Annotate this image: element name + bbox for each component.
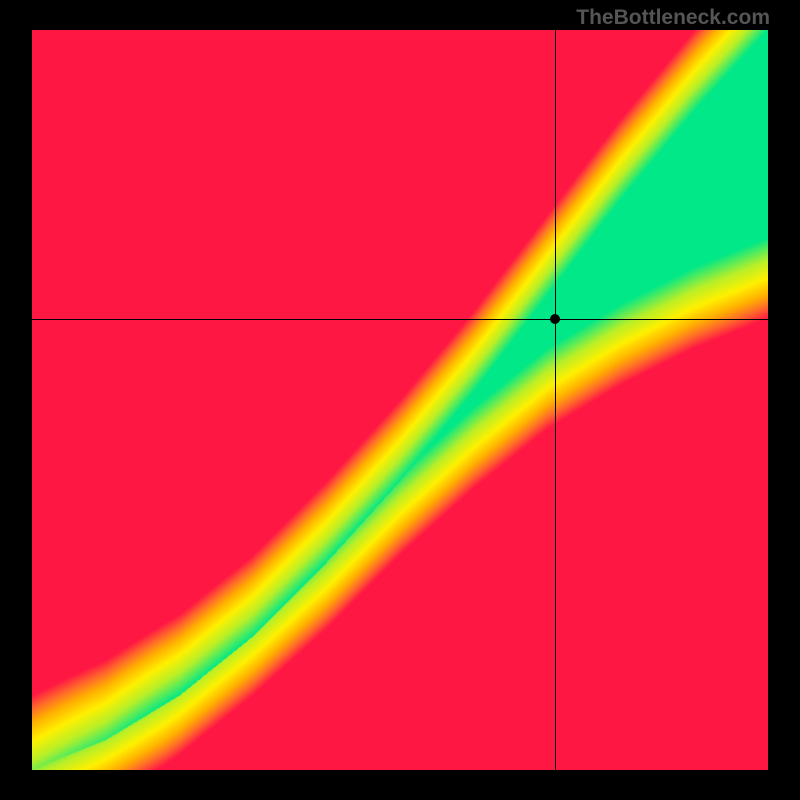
chart-container: TheBottleneck.com — [0, 0, 800, 800]
crosshair-horizontal — [32, 319, 768, 320]
plot-area — [32, 30, 768, 770]
heatmap-canvas — [32, 30, 768, 770]
crosshair-vertical — [555, 30, 556, 770]
watermark-label: TheBottleneck.com — [576, 6, 770, 30]
marker-dot — [550, 314, 560, 324]
